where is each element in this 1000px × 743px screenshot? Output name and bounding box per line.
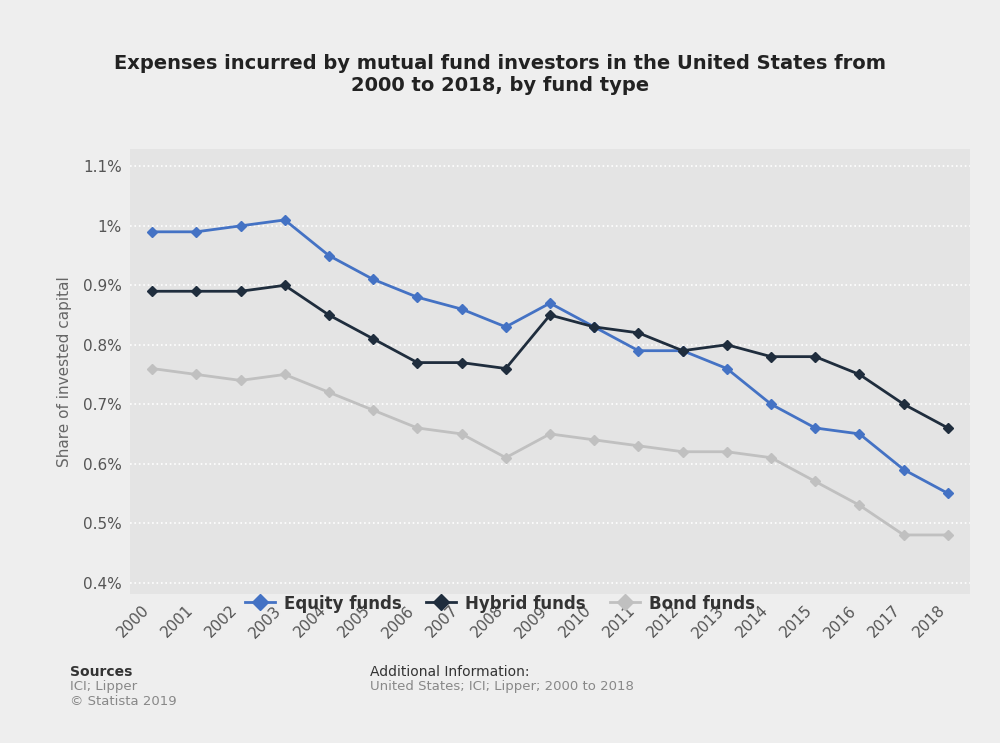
- Hybrid funds: [588, 322, 600, 331]
- Bond funds: [544, 429, 556, 438]
- Equity funds: [765, 400, 777, 409]
- Hybrid funds: [190, 287, 202, 296]
- Text: ICI; Lipper
© Statista 2019: ICI; Lipper © Statista 2019: [70, 680, 177, 708]
- Line: Equity funds: Equity funds: [149, 216, 951, 497]
- Bond funds: [411, 424, 423, 432]
- Hybrid funds: [279, 281, 291, 290]
- Line: Hybrid funds: Hybrid funds: [149, 282, 951, 432]
- Hybrid funds: [411, 358, 423, 367]
- Equity funds: [456, 305, 468, 314]
- Hybrid funds: [367, 334, 379, 343]
- Bond funds: [500, 453, 512, 462]
- Text: Expenses incurred by mutual fund investors in the United States from
2000 to 201: Expenses incurred by mutual fund investo…: [114, 53, 886, 95]
- Text: Sources: Sources: [70, 665, 132, 679]
- Text: United States; ICI; Lipper; 2000 to 2018: United States; ICI; Lipper; 2000 to 2018: [370, 680, 634, 692]
- Equity funds: [942, 489, 954, 498]
- Hybrid funds: [235, 287, 247, 296]
- Hybrid funds: [898, 400, 910, 409]
- Equity funds: [146, 227, 158, 236]
- Equity funds: [853, 429, 865, 438]
- Bond funds: [323, 388, 335, 397]
- Bond funds: [677, 447, 689, 456]
- Equity funds: [588, 322, 600, 331]
- Equity funds: [323, 251, 335, 260]
- Equity funds: [500, 322, 512, 331]
- Equity funds: [235, 221, 247, 230]
- Equity funds: [632, 346, 644, 355]
- Equity funds: [411, 293, 423, 302]
- Equity funds: [721, 364, 733, 373]
- Bond funds: [942, 531, 954, 539]
- Bond funds: [279, 370, 291, 379]
- Bond funds: [235, 376, 247, 385]
- Bond funds: [588, 435, 600, 444]
- Bond funds: [456, 429, 468, 438]
- Equity funds: [544, 299, 556, 308]
- Equity funds: [367, 275, 379, 284]
- Hybrid funds: [853, 370, 865, 379]
- Bond funds: [632, 441, 644, 450]
- Hybrid funds: [500, 364, 512, 373]
- Bond funds: [898, 531, 910, 539]
- Text: Additional Information:: Additional Information:: [370, 665, 530, 679]
- Hybrid funds: [146, 287, 158, 296]
- Legend: Equity funds, Hybrid funds, Bond funds: Equity funds, Hybrid funds, Bond funds: [239, 588, 761, 620]
- Hybrid funds: [632, 328, 644, 337]
- Hybrid funds: [456, 358, 468, 367]
- Equity funds: [279, 215, 291, 224]
- Y-axis label: Share of invested capital: Share of invested capital: [57, 276, 72, 467]
- Bond funds: [146, 364, 158, 373]
- Hybrid funds: [942, 424, 954, 432]
- Equity funds: [190, 227, 202, 236]
- Bond funds: [721, 447, 733, 456]
- Hybrid funds: [323, 311, 335, 319]
- Bond funds: [765, 453, 777, 462]
- Bond funds: [190, 370, 202, 379]
- Equity funds: [677, 346, 689, 355]
- Bond funds: [367, 406, 379, 415]
- Hybrid funds: [809, 352, 821, 361]
- Hybrid funds: [544, 311, 556, 319]
- Bond funds: [853, 501, 865, 510]
- Bond funds: [809, 477, 821, 486]
- Equity funds: [898, 465, 910, 474]
- Hybrid funds: [765, 352, 777, 361]
- Hybrid funds: [677, 346, 689, 355]
- Line: Bond funds: Bond funds: [149, 365, 951, 539]
- Hybrid funds: [721, 340, 733, 349]
- Equity funds: [809, 424, 821, 432]
